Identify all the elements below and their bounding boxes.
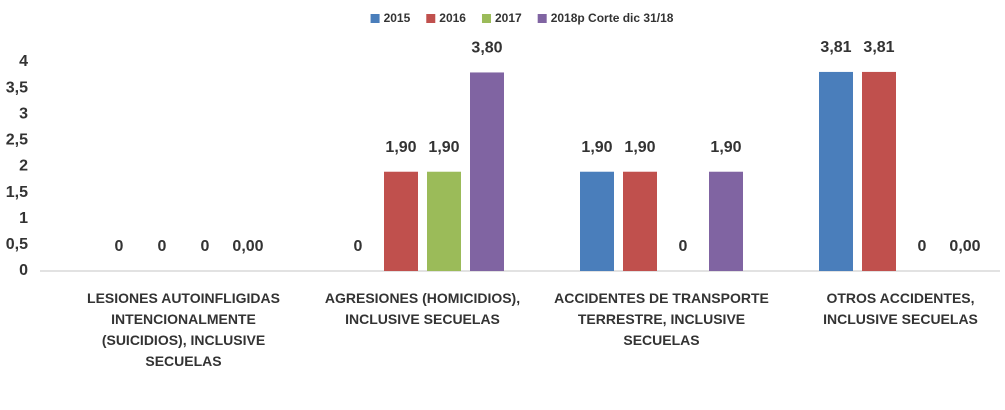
value-label: 1,90 (624, 139, 655, 156)
y-tick-label: 3,5 (6, 79, 28, 96)
legend-label: 2017 (495, 11, 522, 25)
value-label: 0,00 (232, 238, 263, 255)
value-label: 3,80 (471, 40, 502, 57)
value-label: 0 (201, 238, 210, 255)
y-tick-label: 2,5 (6, 132, 28, 149)
value-label: 3,81 (820, 39, 851, 56)
y-tick-label: 1,5 (6, 184, 28, 201)
legend-swatch (426, 14, 436, 23)
x-tick-label: ACCIDENTES DE TRANSPORTE TERRESTRE, INCL… (554, 290, 769, 348)
bar (580, 171, 614, 271)
value-label: 1,90 (385, 139, 416, 156)
bar (862, 71, 896, 272)
x-tick-label: OTROS ACCIDENTES, INCLUSIVE SECUELAS (823, 290, 978, 327)
legend-swatch (370, 14, 380, 23)
value-label: 1,90 (710, 139, 741, 156)
value-label: 1,90 (581, 139, 612, 156)
bar (427, 171, 461, 271)
y-tick-label: 1 (19, 210, 28, 227)
legend-label: 2016 (439, 11, 466, 25)
legend-swatch (537, 14, 547, 23)
value-label: 0 (158, 238, 167, 255)
bar (623, 171, 657, 271)
bar (384, 171, 418, 271)
y-tick-label: 0 (19, 262, 28, 279)
legend-label: 2015 (384, 11, 411, 25)
y-tick-label: 0,5 (6, 236, 28, 253)
bar (709, 171, 743, 271)
legend-swatch (481, 14, 491, 23)
legend-label: 2018p Corte dic 31/18 (551, 11, 674, 25)
value-label: 0 (115, 238, 124, 255)
x-tick-label: AGRESIONES (HOMICIDIOS), INCLUSIVE SECUE… (324, 290, 521, 327)
y-tick-label: 4 (19, 53, 28, 70)
value-label: 0,00 (949, 238, 980, 255)
value-label: 0 (918, 238, 927, 255)
y-tick-label: 2 (19, 158, 28, 175)
value-label: 0 (679, 238, 688, 255)
value-label: 1,90 (428, 139, 459, 156)
value-label: 0 (354, 238, 363, 255)
x-tick-label: LESIONES AUTOINFLIGIDAS INTENCIONALMENTE… (87, 290, 280, 369)
bar (470, 72, 504, 271)
y-tick-label: 3 (19, 105, 28, 122)
bar (819, 71, 853, 272)
value-label: 3,81 (863, 39, 894, 56)
